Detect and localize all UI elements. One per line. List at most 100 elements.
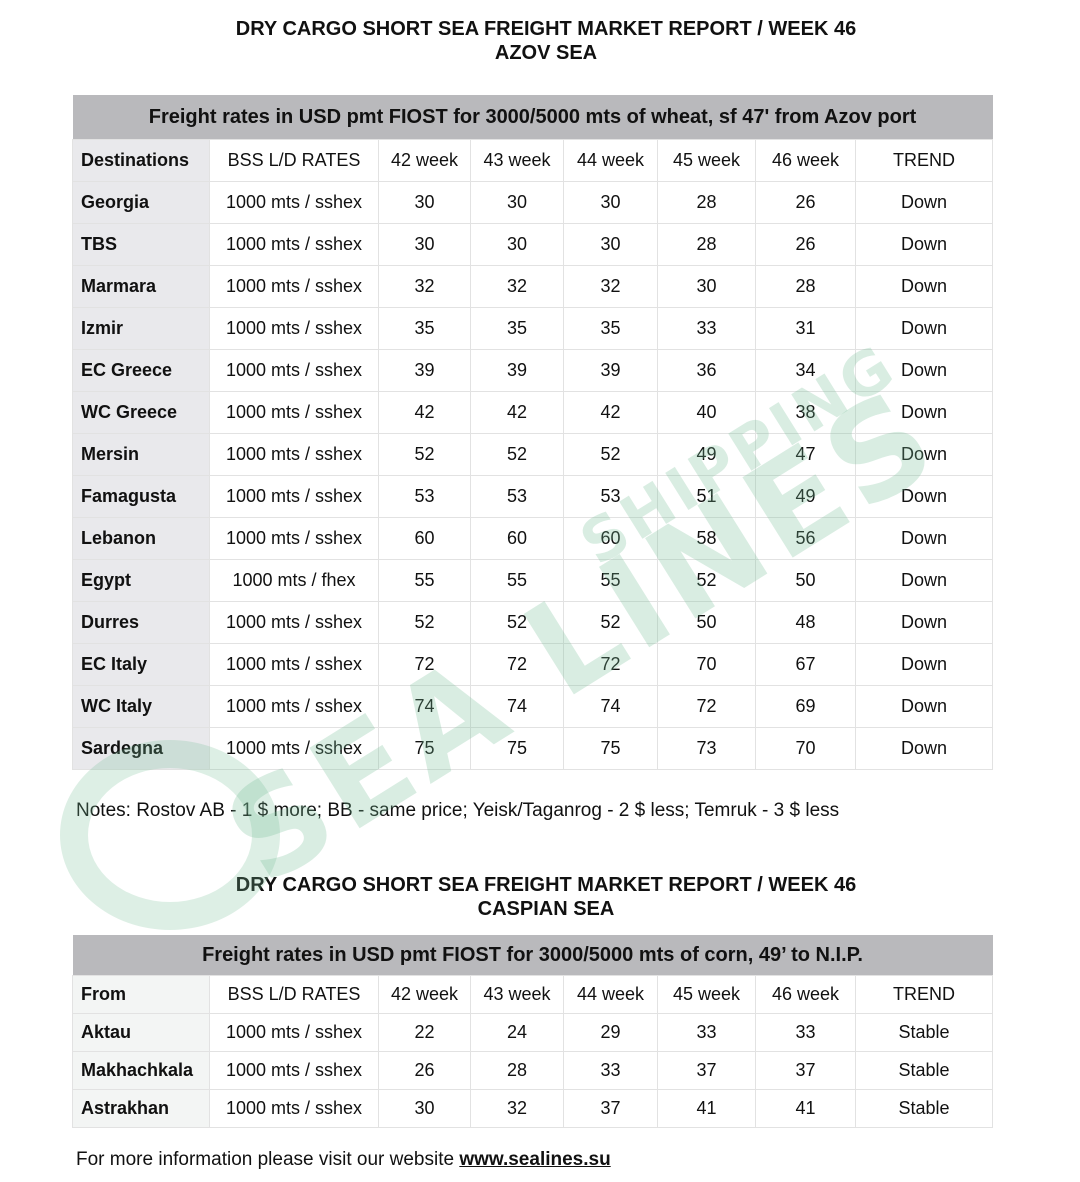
table-cell: 30 <box>657 265 756 308</box>
table-cell: 30 <box>378 223 471 266</box>
row-label: Makhachkala <box>72 1051 210 1090</box>
table-cell: 37 <box>657 1051 756 1090</box>
column-header: From <box>72 975 210 1014</box>
table-cell: 52 <box>563 601 658 644</box>
table-cell: Stable <box>854 1013 994 1052</box>
table-cell: 33 <box>755 1013 856 1052</box>
table-cell: 26 <box>755 181 856 224</box>
table-cell: 1000 mts / sshex <box>209 349 379 392</box>
column-header: 46 week <box>755 139 856 182</box>
table-cell: 33 <box>563 1051 658 1090</box>
table-cell: 35 <box>378 307 471 350</box>
table-cell: 1000 mts / sshex <box>209 727 379 770</box>
table-cell: Down <box>854 349 994 392</box>
table-cell: 1000 mts / sshex <box>209 475 379 518</box>
table-cell: 74 <box>563 685 658 728</box>
table-cell: 42 <box>563 391 658 434</box>
table-cell: 32 <box>563 265 658 308</box>
table-cell: 52 <box>470 601 564 644</box>
table-cell: 69 <box>755 685 856 728</box>
table-row: Georgia 1000 mts / sshex 30 30 30 28 26 Down <box>72 181 994 224</box>
table-row: EC Greece 1000 mts / sshex 39 39 39 36 34 Down <box>72 349 994 392</box>
table-cell: 1000 mts / sshex <box>209 517 379 560</box>
azov-report-title: DRY CARGO SHORT SEA FREIGHT MARKET REPOR… <box>235 18 857 40</box>
row-label: Sardegna <box>72 727 210 770</box>
table-cell: 28 <box>657 223 756 266</box>
table-cell: 22 <box>378 1013 471 1052</box>
table-cell: 26 <box>755 223 856 266</box>
table-cell: 28 <box>755 265 856 308</box>
column-header: 43 week <box>470 139 564 182</box>
table-cell: 72 <box>657 685 756 728</box>
table-cell: 33 <box>657 1013 756 1052</box>
table-row: Sardegna 1000 mts / sshex 75 75 75 73 70 Down <box>72 727 994 770</box>
table-cell: 49 <box>657 433 756 476</box>
table-row: Astrakhan 1000 mts / sshex 30 32 37 41 41 Stabl… <box>72 1089 994 1128</box>
table-cell: 50 <box>755 559 856 602</box>
table-cell: 42 <box>378 391 471 434</box>
header-row: Destinations BSS L/D RATES 42 week 43 week 4… <box>72 139 994 182</box>
table-cell: 30 <box>378 181 471 224</box>
table-row: WC Italy 1000 mts / sshex 74 74 74 72 69 Down <box>72 685 994 728</box>
row-label: Famagusta <box>72 475 210 518</box>
table-cell: 37 <box>755 1051 856 1090</box>
column-header: 45 week <box>657 975 756 1014</box>
table-cell: Stable <box>854 1089 994 1128</box>
table-cell: 73 <box>657 727 756 770</box>
table-cell: Down <box>854 475 994 518</box>
table-cell: 55 <box>563 559 658 602</box>
table-cell: 1000 mts / sshex <box>209 433 379 476</box>
table-cell: 38 <box>755 391 856 434</box>
table-cell: Down <box>854 433 994 476</box>
table-cell: 26 <box>378 1051 471 1090</box>
column-header: 44 week <box>563 139 658 182</box>
table-cell: 53 <box>563 475 658 518</box>
column-header: 46 week <box>755 975 856 1014</box>
table-cell: 30 <box>470 223 564 266</box>
table-cell: 72 <box>470 643 564 686</box>
row-label: Georgia <box>72 181 210 224</box>
table-cell: 1000 mts / sshex <box>209 601 379 644</box>
table-cell: 52 <box>657 559 756 602</box>
table-row: Mersin 1000 mts / sshex 52 52 52 49 47 Down <box>72 433 994 476</box>
row-label: Durres <box>72 601 210 644</box>
table-cell: 32 <box>470 265 564 308</box>
table-cell: 60 <box>563 517 658 560</box>
table-cell: 34 <box>755 349 856 392</box>
table-row: Izmir 1000 mts / sshex 35 35 35 33 31 Down <box>72 307 994 350</box>
table-cell: 1000 mts / sshex <box>209 307 379 350</box>
table-cell: 32 <box>470 1089 564 1128</box>
table-row: Marmara 1000 mts / sshex 32 32 32 30 28 Down <box>72 265 994 308</box>
table-cell: Down <box>854 601 994 644</box>
caspian-sea-subtitle: CASPIAN SEA <box>477 898 615 920</box>
azov-notes: Notes: Rostov AB - 1 $ more; BB - same p… <box>76 800 840 821</box>
table-cell: Down <box>854 265 994 308</box>
table-cell: 60 <box>470 517 564 560</box>
table-cell: 50 <box>657 601 756 644</box>
table-cell: 41 <box>755 1089 856 1128</box>
column-header: TREND <box>854 139 994 182</box>
caspian-rates-table: Freight rates in USD pmt FIOST for 3000/… <box>72 935 994 1128</box>
table-cell: 29 <box>563 1013 658 1052</box>
table-row: Durres 1000 mts / sshex 52 52 52 50 48 Down <box>72 601 994 644</box>
column-header: 45 week <box>657 139 756 182</box>
row-label: Aktau <box>72 1013 210 1052</box>
row-label: WC Greece <box>72 391 210 434</box>
row-label: Lebanon <box>72 517 210 560</box>
row-label: Mersin <box>72 433 210 476</box>
table-row: Egypt 1000 mts / fhex 55 55 55 52 50 Down <box>72 559 994 602</box>
table-cell: 67 <box>755 643 856 686</box>
column-header: 44 week <box>563 975 658 1014</box>
table-cell: 74 <box>470 685 564 728</box>
table-cell: 35 <box>563 307 658 350</box>
table-cell: Down <box>854 559 994 602</box>
table-cell: 30 <box>378 1089 471 1128</box>
row-label: EC Greece <box>72 349 210 392</box>
table-cell: 60 <box>378 517 471 560</box>
website-link[interactable]: www.sealines.su <box>459 1149 611 1170</box>
table-cell: 75 <box>563 727 658 770</box>
table-cell: 30 <box>563 181 658 224</box>
azov-sea-subtitle: AZOV SEA <box>494 42 598 64</box>
table-cell: 49 <box>755 475 856 518</box>
table-cell: 1000 mts / sshex <box>209 391 379 434</box>
